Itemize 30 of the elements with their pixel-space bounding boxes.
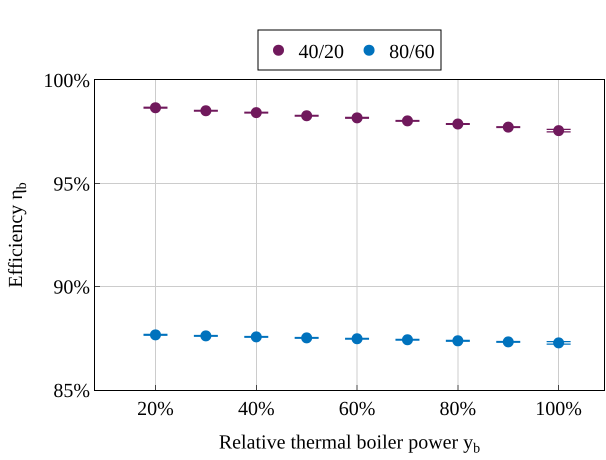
x-tick-label: 60%	[338, 398, 376, 420]
legend-label: 80/60	[389, 41, 435, 63]
x-tick-label: 20%	[137, 398, 174, 420]
point	[150, 102, 161, 114]
y-tick-label: 95%	[53, 173, 90, 196]
point	[301, 110, 312, 122]
point	[502, 336, 514, 348]
x-tick-label: 40%	[238, 398, 275, 420]
point	[200, 330, 212, 342]
x-tick-label: 100%	[535, 398, 582, 420]
y-tick-label: 85%	[53, 380, 90, 402]
y-tick-label: 100%	[43, 70, 90, 92]
point	[250, 331, 262, 342]
point	[402, 334, 413, 346]
x-tick-label: 80%	[440, 398, 476, 420]
point	[352, 333, 363, 344]
point	[553, 125, 564, 136]
point	[301, 332, 312, 344]
point	[452, 335, 464, 346]
y-tick-label: 90%	[53, 276, 90, 299]
point	[352, 112, 363, 124]
legend-label: 40/20	[298, 41, 344, 63]
point	[250, 107, 262, 118]
point	[452, 118, 464, 130]
point	[200, 105, 212, 116]
point	[402, 115, 413, 126]
point	[553, 337, 564, 348]
point	[502, 122, 514, 133]
point	[150, 329, 161, 340]
x-axis-title: Relative thermal boiler power y$_{b}$	[218, 432, 480, 457]
